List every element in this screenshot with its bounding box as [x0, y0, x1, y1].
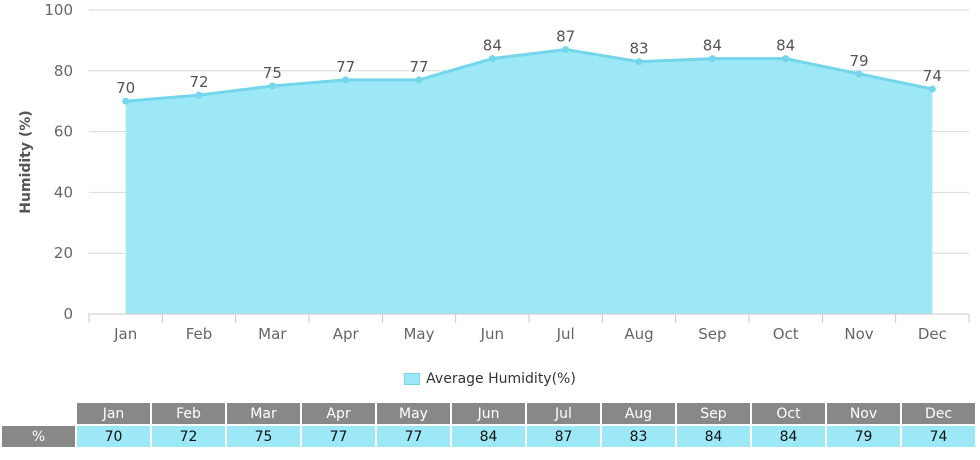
data-point	[855, 70, 863, 78]
data-label: 87	[556, 28, 575, 46]
y-tick-label: 20	[54, 244, 73, 262]
table-cell: 74	[902, 426, 975, 447]
data-label: 74	[923, 67, 942, 85]
table-header-cell: Aug	[602, 403, 675, 424]
data-point	[928, 85, 936, 93]
table-row-label: %	[2, 426, 75, 447]
x-tick-label: Aug	[624, 325, 653, 343]
humidity-data-table: Jan Feb Mar Apr May Jun Jul Aug Sep Oct …	[0, 401, 977, 449]
data-point	[415, 76, 423, 84]
table-cell: 84	[677, 426, 750, 447]
table-cell: 84	[452, 426, 525, 447]
data-point	[488, 55, 496, 63]
x-tick-label: Nov	[844, 325, 873, 343]
humidity-area-chart: 0 20 40 60 80 100 Humidity (%) Jan Feb Mar Apr May J…	[18, 1, 970, 343]
data-point	[268, 82, 276, 90]
data-label: 79	[849, 52, 868, 70]
x-tick-label: Apr	[333, 325, 360, 343]
data-point	[708, 55, 716, 63]
y-tick-label: 0	[63, 305, 73, 323]
data-label: 83	[629, 40, 648, 58]
data-point	[635, 58, 643, 66]
table-cell: 77	[377, 426, 450, 447]
table-row: % 70 72 75 77 77 84 87 83 84 84 79 74	[2, 426, 975, 447]
x-tick-label: Sep	[698, 325, 726, 343]
data-point	[122, 97, 130, 105]
table-cell: 70	[77, 426, 150, 447]
data-label: 77	[409, 58, 428, 76]
table-header-cell: Jan	[77, 403, 150, 424]
y-tick-label: 80	[54, 62, 73, 80]
x-tick-label: Feb	[186, 325, 213, 343]
y-axis-title: Humidity (%)	[18, 110, 34, 213]
y-tick-label: 100	[44, 1, 73, 19]
table-cell: 83	[602, 426, 675, 447]
table-header-cell: Jun	[452, 403, 525, 424]
table-header-cell: Dec	[902, 403, 975, 424]
table-cell: 79	[827, 426, 900, 447]
table-corner-cell	[2, 403, 75, 424]
data-label: 84	[483, 37, 502, 55]
data-label: 84	[703, 37, 722, 55]
table-header-cell: Feb	[152, 403, 225, 424]
x-tick-label: May	[403, 325, 434, 343]
table-cell: 75	[227, 426, 300, 447]
data-point	[562, 46, 570, 54]
table-cell: 72	[152, 426, 225, 447]
data-point	[342, 76, 350, 84]
x-tick-label: Jun	[480, 325, 504, 343]
table-cell: 84	[752, 426, 825, 447]
table-cell: 77	[302, 426, 375, 447]
table-header-cell: Apr	[302, 403, 375, 424]
x-tick-label: Oct	[773, 325, 799, 343]
table-header-cell: Oct	[752, 403, 825, 424]
data-label: 72	[189, 73, 208, 91]
x-tick-label: Dec	[918, 325, 947, 343]
legend-label: Average Humidity(%)	[426, 371, 576, 387]
x-tick-label: Jul	[556, 325, 575, 343]
data-point	[195, 91, 203, 99]
data-label: 84	[776, 37, 795, 55]
table-header-cell: Sep	[677, 403, 750, 424]
table-header-row: Jan Feb Mar Apr May Jun Jul Aug Sep Oct …	[2, 403, 975, 424]
table-header-cell: Nov	[827, 403, 900, 424]
data-label: 77	[336, 58, 355, 76]
chart-legend[interactable]: Average Humidity(%)	[0, 368, 980, 390]
table-header-cell: Jul	[527, 403, 600, 424]
data-label: 75	[263, 64, 282, 82]
table-cell: 87	[527, 426, 600, 447]
x-tick-label: Jan	[113, 325, 137, 343]
legend-swatch	[404, 373, 421, 385]
table-header-cell: May	[377, 403, 450, 424]
y-tick-label: 60	[54, 123, 73, 141]
y-tick-label: 40	[54, 183, 73, 201]
series-area-fill	[125, 49, 933, 315]
x-tick-label: Mar	[258, 325, 287, 343]
table-header-cell: Mar	[227, 403, 300, 424]
series-line	[125, 48, 933, 103]
data-label: 70	[116, 79, 135, 97]
data-point	[782, 55, 790, 63]
